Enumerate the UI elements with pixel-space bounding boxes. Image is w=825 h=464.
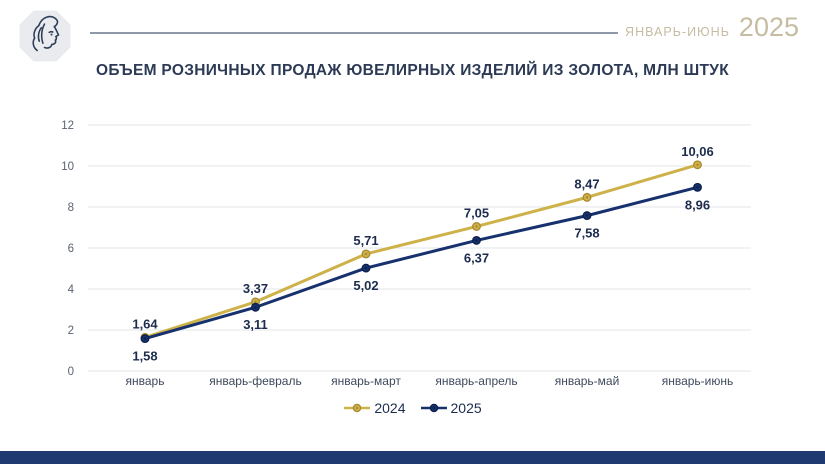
y-tick-label: 4 [68, 284, 75, 296]
value-label: 8,96 [685, 197, 710, 212]
legend-label-2025: 2025 [450, 400, 482, 416]
series-2024-point-core [254, 300, 257, 304]
y-tick-label: 12 [61, 120, 74, 132]
series-2024-point-core [696, 163, 699, 166]
y-tick-label: 0 [68, 366, 74, 378]
logo-face-icon [19, 10, 71, 62]
report-period: ЯНВАРЬ-ИЮНЬ 2025 [625, 12, 799, 48]
series-2025-line [143, 185, 699, 341]
value-label: 7,58 [574, 226, 599, 241]
value-label: 1,58 [132, 349, 157, 364]
series-2025-point-core [254, 306, 257, 309]
value-label: 8,47 [574, 176, 599, 191]
legend-marker-2024-icon [344, 403, 371, 413]
line-chart: 0 2 4 6 8 10 12 январь январь-февраль январь-март… [61, 120, 751, 388]
legend-item-2024: 2024 [343, 400, 406, 416]
series-2024-line [143, 163, 699, 339]
x-tick-label: январь-март [331, 374, 401, 388]
header-divider [90, 32, 618, 34]
period-label: ЯНВАРЬ-ИЮНЬ [625, 25, 730, 39]
series-2024-point-core [364, 252, 368, 256]
y-tick-label: 10 [61, 161, 74, 173]
series-2025-point-core [364, 266, 368, 270]
page-title: ОБЪЕМ РОЗНИЧНЫХ ПРОДАЖ ЮВЕЛИРНЫХ ИЗДЕЛИЙ… [95, 62, 730, 79]
series-2025-point-core [696, 186, 699, 189]
x-tick-label: январь [126, 374, 165, 388]
value-label: 7,05 [464, 205, 489, 220]
chart-legend: 2024 2025 [0, 400, 825, 416]
x-tick-label: январь-февраль [209, 374, 301, 388]
legend-item-2025: 2025 [420, 400, 482, 416]
x-tick-label: январь-июнь [662, 374, 734, 388]
y-tick-label: 8 [68, 202, 74, 214]
value-label: 6,37 [464, 250, 489, 265]
value-label: 5,02 [353, 278, 378, 293]
period-year: 2025 [738, 12, 799, 42]
y-tick-label: 6 [68, 243, 74, 255]
series-2025-point-core [585, 214, 589, 217]
x-tick-label: январь-апрель [435, 374, 517, 388]
legend-label-2024: 2024 [374, 400, 406, 416]
value-label: 3,11 [243, 317, 268, 332]
value-label: 5,71 [353, 233, 378, 248]
y-tick-label: 2 [68, 325, 74, 337]
value-label: 1,64 [132, 316, 158, 331]
series-2025-point-core [475, 239, 478, 242]
series-2024-point-core [585, 196, 589, 199]
series-2024-point-core [475, 225, 478, 228]
legend-marker-2025-icon [420, 403, 447, 413]
x-tick-label: январь-май [555, 374, 620, 388]
value-label: 3,37 [243, 281, 268, 296]
footer-bar [0, 451, 825, 464]
value-label: 10,06 [681, 144, 714, 159]
series-2025-point-core [143, 337, 147, 340]
